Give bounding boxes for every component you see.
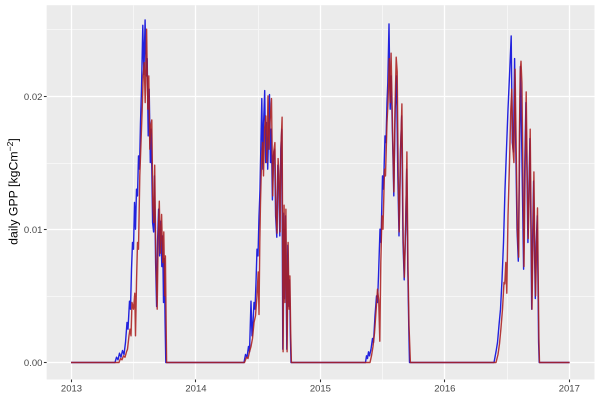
- svg-text:2014: 2014: [185, 383, 206, 394]
- svg-text:0.00: 0.00: [24, 358, 43, 369]
- svg-text:0.02: 0.02: [24, 92, 43, 103]
- svg-text:2013: 2013: [61, 383, 82, 394]
- svg-text:daily GPP [kgCm−2]: daily GPP [kgCm−2]: [5, 138, 21, 245]
- svg-text:0.01: 0.01: [24, 225, 43, 236]
- svg-text:2015: 2015: [310, 383, 331, 394]
- svg-text:2017: 2017: [559, 383, 580, 394]
- svg-text:2016: 2016: [434, 383, 455, 394]
